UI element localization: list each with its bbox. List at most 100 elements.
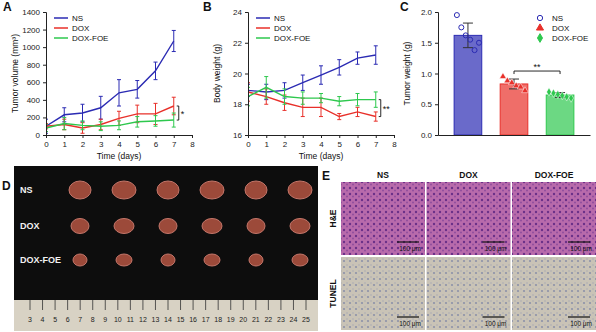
error-bar [283, 89, 287, 104]
error-bar [154, 116, 158, 127]
tumor [114, 219, 134, 234]
error-bar [356, 52, 360, 64]
legend-line [256, 27, 270, 29]
y-tick: 600 [27, 78, 46, 87]
y-tick-mark [435, 12, 438, 13]
error-bar [154, 62, 158, 80]
ruler-label: 20 [239, 316, 247, 323]
ruler-tick [92, 300, 93, 310]
y-tick-label: 1200 [22, 26, 40, 35]
ruler-label: 16 [189, 316, 197, 323]
figure: 0123456780200400600800100012001400*NSDOX… [0, 0, 596, 332]
y-tick-label: 24 [233, 8, 242, 17]
y-tick: 1200 [22, 26, 46, 35]
x-tick-label: 1 [63, 140, 68, 149]
row-label: NS [20, 185, 33, 195]
ruler-label: 11 [127, 316, 134, 323]
x-tick-mark [321, 135, 322, 138]
data-point [551, 89, 556, 97]
ruler-tick [130, 300, 131, 310]
x-tick-label: 8 [392, 140, 397, 149]
x-tick-mark [137, 135, 138, 138]
y-tick-mark [435, 135, 438, 136]
error-bar [374, 112, 378, 121]
scale-bar [483, 316, 505, 317]
scale-bar-label: 100 μm [570, 245, 592, 253]
y-tick: 1400 [22, 8, 46, 17]
micrograph [512, 257, 596, 330]
y-tick: 400 [27, 96, 46, 105]
x-tick-label: 3 [301, 140, 306, 149]
y-tick-label: 20 [233, 70, 242, 79]
data-point [500, 73, 507, 79]
ruler [14, 300, 318, 331]
y-tick-label: 16 [233, 131, 242, 140]
panel-letter: C [400, 0, 409, 14]
data-point [508, 79, 515, 85]
x-tick-mark [83, 135, 84, 138]
error-bar [172, 113, 176, 127]
x-tick: 7 [374, 135, 379, 149]
scale-bar-label: 100 μm [570, 320, 592, 328]
x-axis: 012345678 [44, 135, 195, 149]
scale-bar [483, 241, 505, 242]
series-line [248, 87, 376, 101]
y-tick: 800 [27, 61, 46, 70]
y-tick: 0 [36, 131, 46, 140]
data-point [569, 94, 574, 102]
x-tick-mark [376, 135, 377, 138]
x-tick-label: 4 [117, 140, 122, 149]
y-axis-line [435, 13, 439, 136]
x-tick-mark [119, 135, 120, 138]
x-tick: 3 [301, 135, 306, 149]
data-point [517, 83, 524, 89]
ruler-label: 8 [91, 316, 95, 323]
ruler-label: 3 [28, 316, 32, 323]
error-bar [319, 66, 323, 84]
legend-item: DOX [536, 24, 570, 33]
micrograph [427, 257, 511, 330]
significance-label: ** [383, 104, 391, 114]
x-tick-label: 7 [172, 140, 177, 149]
y-axis-title: Tumor weight (g) [402, 41, 412, 105]
ruler-tick [180, 300, 181, 310]
x-tick-label: 0 [44, 140, 49, 149]
significance-bracket [177, 106, 179, 120]
panel-letter: D [2, 179, 11, 193]
plot-marks [454, 13, 574, 135]
ruler-label: 10 [114, 316, 122, 323]
error-bar [301, 92, 305, 104]
error-bar [99, 96, 103, 119]
row-label: DOX [20, 221, 40, 231]
data-point [472, 48, 477, 53]
y-tick-mark [245, 12, 248, 13]
ruler-label: 7 [78, 316, 82, 323]
scale-bar-label: 100 μm [485, 245, 507, 253]
significance-label: ** [534, 62, 542, 72]
panel-A: 0123456780200400600800100012001400*NSDOX… [3, 0, 195, 161]
y-tick: 2.0 [421, 8, 438, 17]
ruler-label: 13 [152, 316, 160, 323]
y-axis-line [245, 13, 249, 136]
ruler-tick [55, 300, 56, 310]
x-tick: 6 [356, 135, 361, 149]
ruler-tick [293, 300, 294, 310]
scale-bar [397, 241, 419, 242]
ruler-tick [67, 300, 68, 310]
error-bar [374, 92, 378, 107]
x-tick-label: 7 [374, 140, 379, 149]
y-tick-mark [43, 82, 46, 83]
column-label: NS [377, 170, 389, 180]
legend-item: DOX-FOE [537, 34, 588, 43]
y-tick-mark [435, 43, 438, 44]
error-bar [337, 113, 341, 119]
y-tick: 1.0 [421, 70, 438, 79]
x-axis: 012345678 [246, 135, 397, 149]
x-tick-mark [285, 135, 286, 138]
ruler-tick [243, 300, 244, 310]
x-tick: 8 [190, 135, 195, 149]
y-tick: 22 [233, 39, 248, 48]
y-tick-mark [43, 30, 46, 31]
y-tick-label: 1.0 [421, 70, 433, 79]
x-tick-mark [339, 135, 340, 138]
